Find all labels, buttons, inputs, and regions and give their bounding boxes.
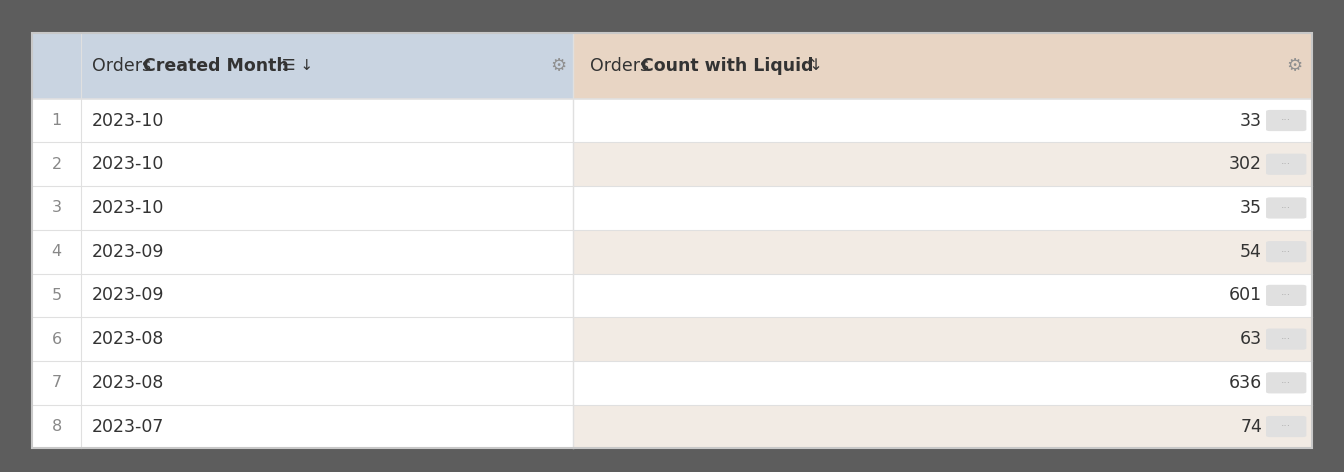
Text: 3: 3: [51, 201, 62, 215]
FancyBboxPatch shape: [574, 33, 1312, 99]
Text: Count with Liquid: Count with Liquid: [641, 57, 813, 75]
Text: 2023-09: 2023-09: [91, 287, 164, 304]
FancyBboxPatch shape: [574, 361, 1312, 405]
FancyBboxPatch shape: [574, 405, 1312, 448]
FancyBboxPatch shape: [574, 274, 1312, 317]
Text: Created Month: Created Month: [142, 57, 289, 75]
Text: 302: 302: [1228, 155, 1262, 173]
Text: 2023-10: 2023-10: [91, 199, 164, 217]
Text: ···: ···: [1281, 159, 1292, 169]
Text: 7: 7: [51, 375, 62, 390]
FancyBboxPatch shape: [32, 186, 574, 230]
Text: 6: 6: [51, 332, 62, 346]
Text: 2: 2: [51, 157, 62, 172]
Text: 636: 636: [1228, 374, 1262, 392]
Text: ⚙: ⚙: [551, 57, 567, 75]
Text: Orders: Orders: [590, 57, 655, 75]
Text: 54: 54: [1241, 243, 1262, 261]
Text: 2023-08: 2023-08: [91, 374, 164, 392]
Text: 2023-10: 2023-10: [91, 111, 164, 129]
Text: ···: ···: [1281, 334, 1292, 344]
FancyBboxPatch shape: [574, 186, 1312, 230]
FancyBboxPatch shape: [32, 361, 574, 405]
Text: 2023-09: 2023-09: [91, 243, 164, 261]
FancyBboxPatch shape: [1266, 285, 1306, 306]
Text: 35: 35: [1241, 199, 1262, 217]
Text: 4: 4: [51, 244, 62, 259]
FancyBboxPatch shape: [32, 317, 574, 361]
FancyBboxPatch shape: [32, 33, 81, 99]
FancyBboxPatch shape: [32, 405, 574, 448]
FancyBboxPatch shape: [32, 230, 574, 274]
Text: 8: 8: [51, 419, 62, 434]
FancyBboxPatch shape: [32, 99, 574, 143]
Text: ⚙: ⚙: [1286, 57, 1302, 75]
Text: ☰ ↓: ☰ ↓: [277, 59, 313, 73]
Text: ···: ···: [1281, 116, 1292, 126]
FancyBboxPatch shape: [574, 99, 1312, 143]
Text: 63: 63: [1241, 330, 1262, 348]
Text: 2023-10: 2023-10: [91, 155, 164, 173]
FancyBboxPatch shape: [1266, 372, 1306, 394]
Text: ···: ···: [1281, 378, 1292, 388]
FancyBboxPatch shape: [1266, 416, 1306, 437]
FancyBboxPatch shape: [1266, 241, 1306, 262]
FancyBboxPatch shape: [1266, 154, 1306, 175]
Text: 2023-08: 2023-08: [91, 330, 164, 348]
Text: Orders: Orders: [91, 57, 156, 75]
Text: 601: 601: [1228, 287, 1262, 304]
Text: ⇅: ⇅: [806, 59, 820, 73]
Text: 5: 5: [51, 288, 62, 303]
FancyBboxPatch shape: [32, 143, 574, 186]
Text: 74: 74: [1241, 418, 1262, 436]
Text: ···: ···: [1281, 247, 1292, 257]
FancyBboxPatch shape: [1266, 197, 1306, 219]
Text: 1: 1: [51, 113, 62, 128]
FancyBboxPatch shape: [574, 230, 1312, 274]
FancyBboxPatch shape: [574, 143, 1312, 186]
Text: 2023-07: 2023-07: [91, 418, 164, 436]
Text: ···: ···: [1281, 290, 1292, 300]
FancyBboxPatch shape: [1266, 110, 1306, 131]
FancyBboxPatch shape: [81, 33, 574, 99]
Text: ···: ···: [1281, 421, 1292, 431]
FancyBboxPatch shape: [32, 274, 574, 317]
Text: 33: 33: [1241, 111, 1262, 129]
FancyBboxPatch shape: [574, 317, 1312, 361]
FancyBboxPatch shape: [32, 33, 1312, 448]
Text: ···: ···: [1281, 203, 1292, 213]
FancyBboxPatch shape: [1266, 329, 1306, 350]
